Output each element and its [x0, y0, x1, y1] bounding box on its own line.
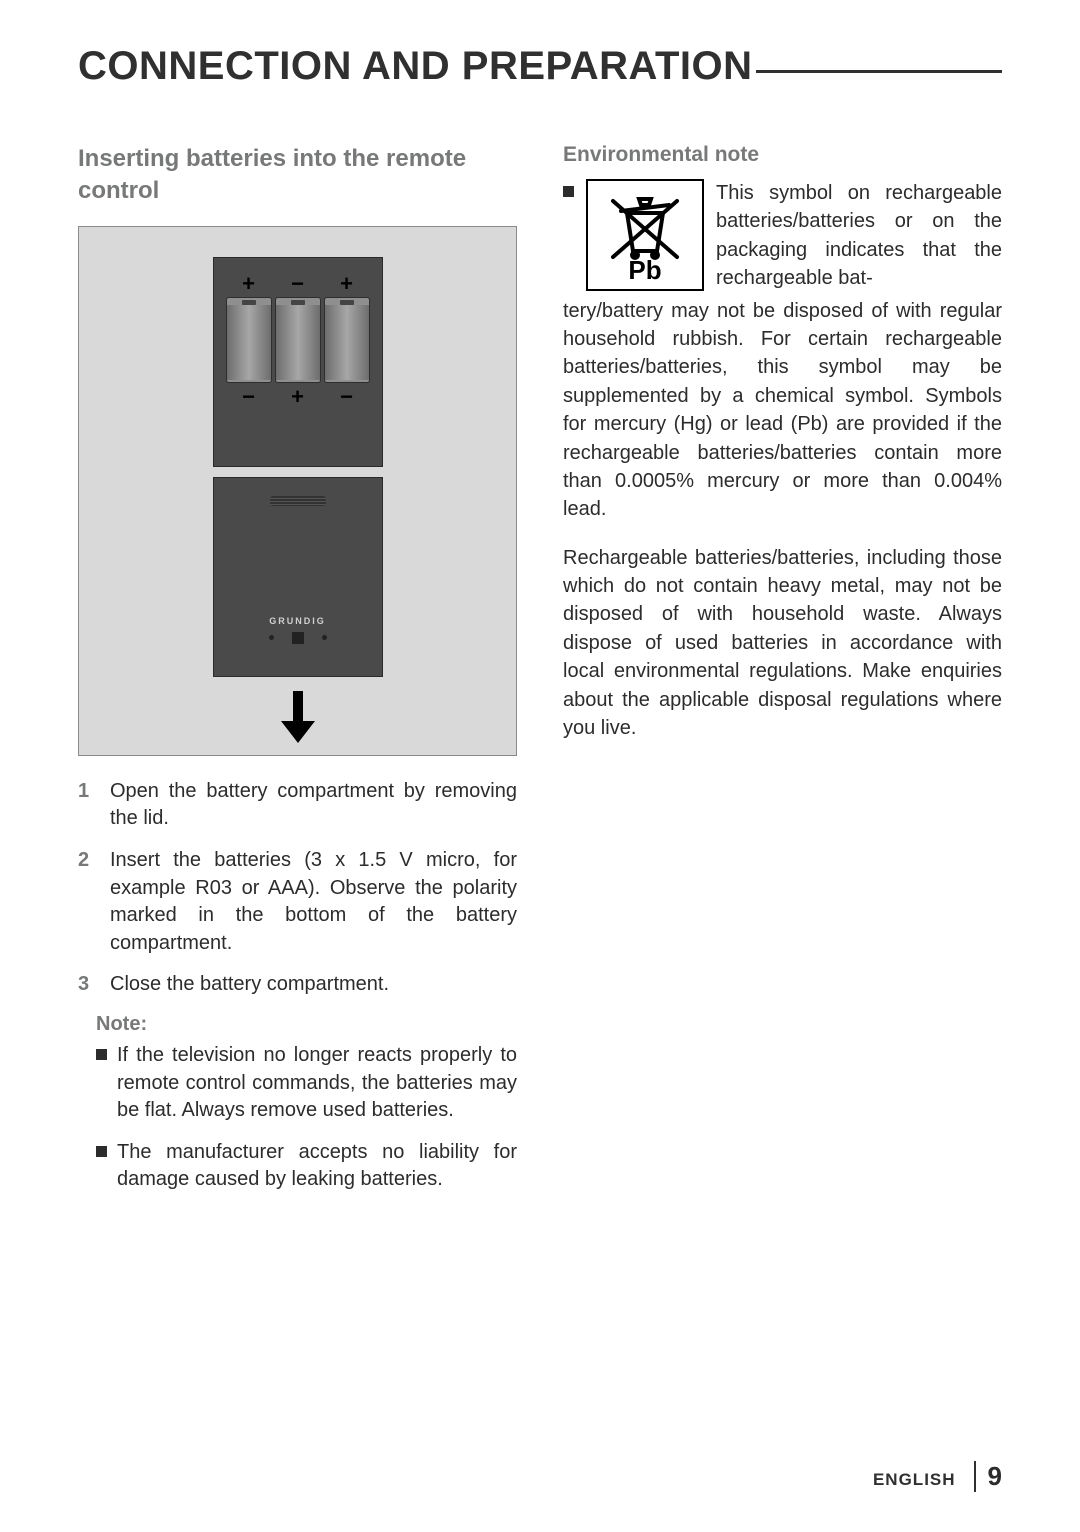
battery-row — [226, 297, 370, 383]
step-text: Insert the batteries (3 x 1.5 V micro, f… — [110, 847, 517, 957]
page-title-text: CONNECTION AND PREPARATION — [78, 44, 752, 89]
step-item: 3 Close the battery compartment. — [78, 971, 517, 999]
env-continuation: tery/battery may not be disposed of with… — [563, 297, 1002, 524]
note-item: The manufacturer accepts no liability fo… — [96, 1139, 517, 1194]
polarity-mark: − — [324, 384, 370, 410]
left-column: Inserting batteries into the remote cont… — [78, 143, 517, 1208]
polarity-row-top: + − + — [226, 271, 370, 297]
right-column: Environmental note — [563, 143, 1002, 1208]
port-dot-icon — [322, 635, 327, 640]
step-text: Open the battery compartment by removing… — [110, 778, 517, 833]
step-item: 1 Open the battery compartment by removi… — [78, 778, 517, 833]
remote-illustration: + − + − + − GRUNDIG — [78, 226, 517, 756]
polarity-mark: − — [275, 271, 321, 297]
polarity-mark: + — [275, 384, 321, 410]
grip-texture-icon — [270, 496, 326, 506]
content-columns: Inserting batteries into the remote cont… — [78, 143, 1002, 1208]
step-item: 2 Insert the batteries (3 x 1.5 V micro,… — [78, 847, 517, 957]
port-dot-icon — [269, 635, 274, 640]
section-heading-environmental: Environmental note — [563, 143, 1002, 167]
battery-compartment: + − + − + − — [213, 257, 383, 467]
notes-list: If the television no longer reacts prope… — [96, 1042, 517, 1194]
page-title: CONNECTION AND PREPARATION — [78, 44, 1002, 89]
environmental-note-block: Pb This symbol on rechargeable batteries… — [563, 179, 1002, 293]
polarity-mark: + — [324, 271, 370, 297]
brand-text: GRUNDIG — [269, 616, 326, 626]
steps-list: 1 Open the battery compartment by removi… — [78, 778, 517, 999]
bullet-icon — [563, 186, 574, 197]
page-footer: ENGLISH 9 — [873, 1461, 1002, 1492]
cover-ports — [269, 632, 327, 644]
polarity-mark: + — [226, 271, 272, 297]
step-number: 3 — [78, 971, 96, 999]
bullet-icon — [96, 1146, 107, 1157]
env-paragraph-2: Rechargeable batteries/batteries, includ… — [563, 544, 1002, 743]
polarity-mark: − — [226, 384, 272, 410]
battery-icon — [275, 297, 321, 383]
battery-cover: GRUNDIG — [213, 477, 383, 677]
step-number: 1 — [78, 778, 96, 833]
bullet-icon — [96, 1049, 107, 1060]
step-number: 2 — [78, 847, 96, 957]
port-square-icon — [292, 632, 304, 644]
note-item: If the television no longer reacts prope… — [96, 1042, 517, 1125]
polarity-row-bottom: − + − — [226, 384, 370, 410]
env-lead-in: This symbol on rechargeable batteries/ba… — [716, 179, 1002, 293]
title-rule — [756, 70, 1002, 73]
arrow-down-icon — [281, 691, 315, 743]
footer-page-number: 9 — [974, 1461, 1002, 1492]
note-text: The manufacturer accepts no liability fo… — [117, 1139, 517, 1194]
footer-language: ENGLISH — [873, 1470, 956, 1490]
step-text: Close the battery compartment. — [110, 971, 517, 999]
pb-label: Pb — [628, 255, 661, 283]
section-heading-batteries: Inserting batteries into the remote cont… — [78, 143, 517, 208]
note-text: If the television no longer reacts prope… — [117, 1042, 517, 1125]
crossed-bin-icon: Pb — [586, 179, 704, 291]
note-heading: Note: — [96, 1013, 517, 1036]
battery-icon — [324, 297, 370, 383]
battery-icon — [226, 297, 272, 383]
